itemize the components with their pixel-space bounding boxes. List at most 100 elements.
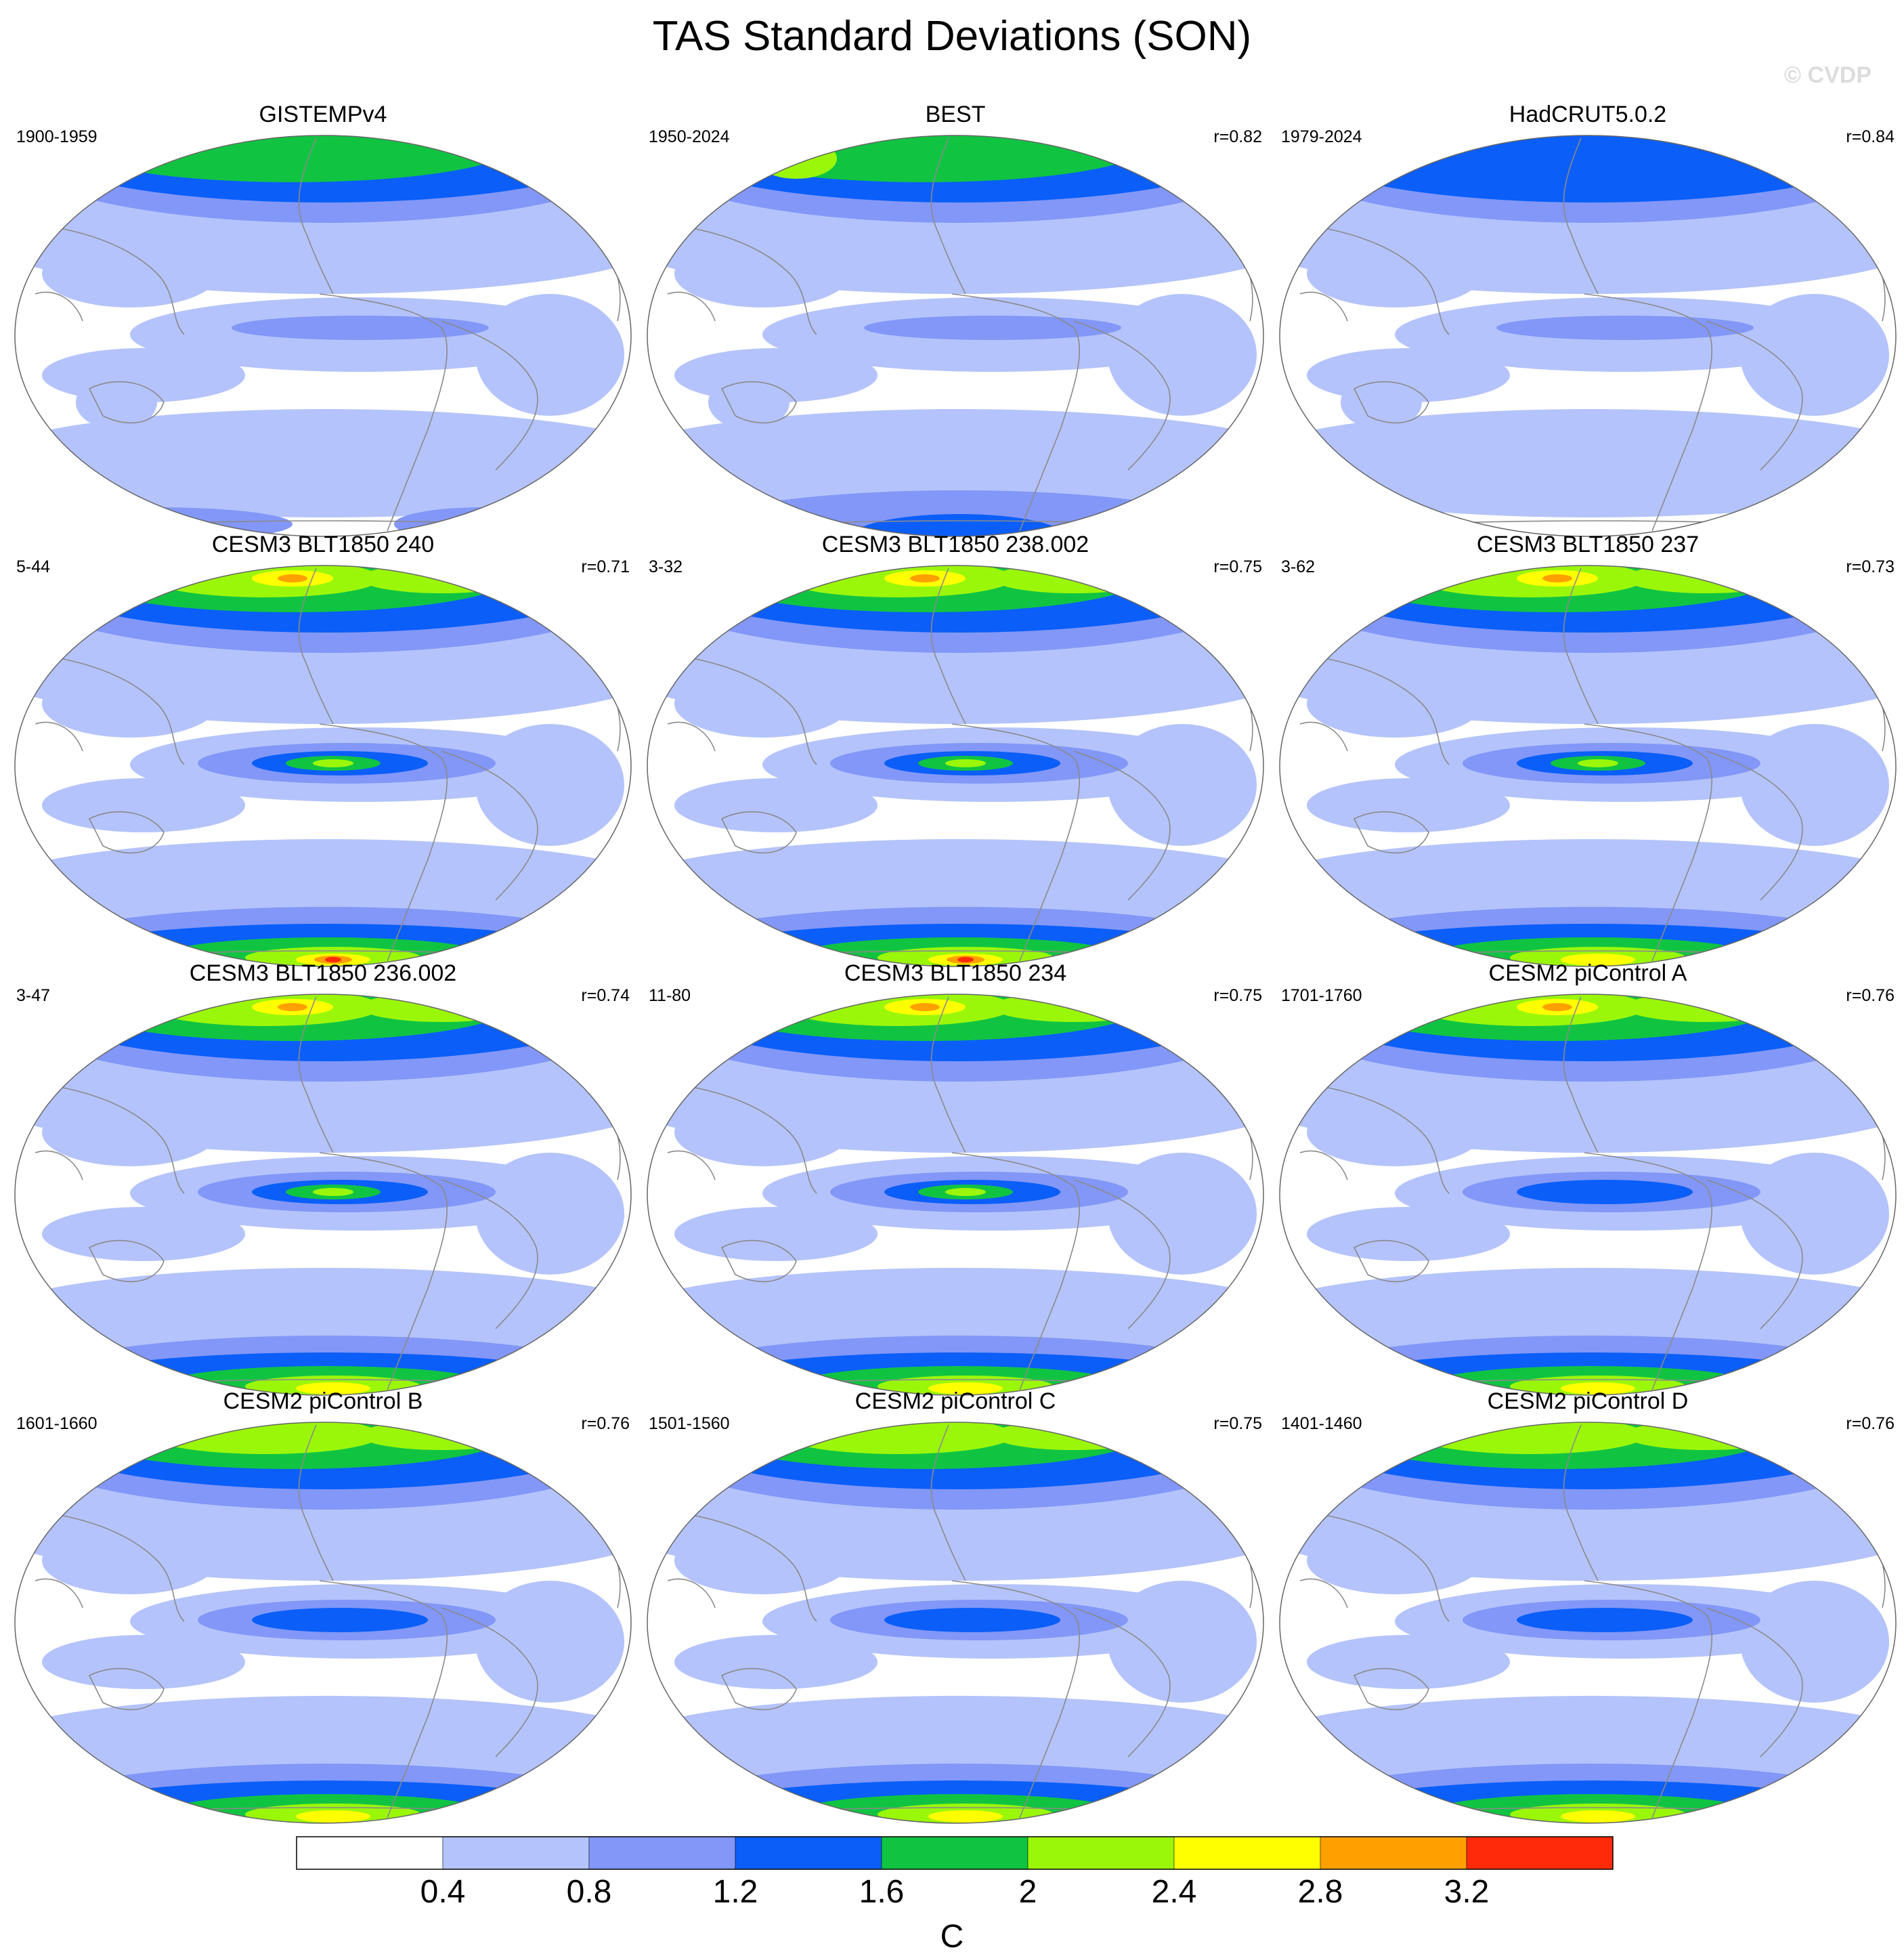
coastline [1073,750,1171,901]
antarctic-yellow [928,1382,1003,1394]
coastline [1299,721,1348,752]
robinson-map [14,135,632,537]
coastline [1313,656,1450,765]
antarctic-yellow [1561,1810,1635,1823]
indian-ocean-band [674,1207,878,1261]
colorbar-tick-label: 2 [1018,1874,1037,1910]
panel-period: 1501-1560 [649,1414,730,1433]
arctic-lime-east [1625,1422,1788,1450]
indian-ocean-band [42,1207,245,1261]
panel-correlation: r=0.71 [581,557,630,576]
map-panel: CESM3 BLT1850 234 11-80 r=0.75 [641,960,1270,1396]
map-panel: CESM2 piControl B 1601-1660 r=0.76 [8,1388,638,1824]
enso-outer [1496,316,1754,340]
robinson-map [1279,565,1897,967]
coastline [720,1239,797,1283]
colorbar-tick-label: 1.6 [859,1874,905,1910]
antarctic-yellow [928,1810,1003,1823]
antarctic-core [850,514,1067,536]
arctic-green [69,135,516,182]
panel-correlation: r=0.76 [1846,986,1895,1005]
robinson-map [647,1422,1264,1824]
antarctic-yellow [1561,1382,1635,1394]
colorbar-swatch [1173,1836,1321,1870]
panel-period: 3-47 [16,986,51,1005]
coastline [1313,1512,1450,1622]
asia-band [674,1099,850,1166]
coastline [951,1152,1081,1390]
coastline [1563,568,1599,725]
map-border [647,135,1264,537]
colorbar-swatch [442,1836,590,1870]
south-america-band [1108,1581,1257,1703]
panel-title: CESM2 piControl D [1487,1388,1689,1414]
antarctic-red [957,957,974,962]
coastline [319,293,448,532]
coastline [1353,1239,1429,1283]
panel-title: BEST [925,102,986,127]
map-border [1279,1422,1897,1824]
panel-period: 1979-2024 [1281,127,1362,146]
map-panel: BEST 1950-2024 r=0.82 [641,102,1270,537]
panel-title: HadCRUT5.0.2 [1509,102,1667,127]
south-america-band [475,294,624,416]
arctic-lime-east [993,994,1155,1022]
robinson-map [14,565,632,967]
coastline [88,1667,165,1711]
robinson-map [14,994,632,1396]
coastline [441,1607,538,1757]
coastline [1073,320,1171,471]
coastline [720,1667,797,1711]
south-america-band [1740,1153,1889,1275]
arctic-lime-east [993,566,1155,593]
sh-midlat-band [647,409,1263,517]
enso-core [252,1608,428,1632]
map-border [1279,135,1897,537]
panel-correlation: r=0.75 [1213,557,1262,576]
colorbar-swatch [881,1836,1029,1870]
colorbar-swatch [588,1836,736,1870]
coastline [441,1179,538,1329]
coastline [680,226,817,335]
map-border [1279,994,1897,1396]
panel-title: GISTEMPv4 [259,102,387,127]
antarctic-yellow [1561,954,1635,966]
australia-patch [708,375,789,429]
robinson-map [14,1422,632,1824]
coastline [930,996,966,1153]
coastline [441,750,538,901]
watermark: © CVDP [1784,62,1871,88]
coastline [1584,1152,1713,1390]
arctic-orange [1542,1003,1572,1011]
panel-period: 3-62 [1281,557,1316,576]
coastline [1353,811,1429,854]
asia-band [674,240,850,307]
colorbar-tick-label: 3.2 [1444,1874,1490,1910]
robinson-map [647,135,1264,537]
indian-ocean-band [42,1635,245,1689]
south-america-band [1108,1153,1257,1275]
coastline [1353,381,1429,424]
coastline [951,723,1081,962]
colorbar-swatch [296,1836,443,1870]
panel-correlation: r=0.74 [581,986,630,1005]
enso-core [1517,1608,1693,1632]
colorbar-swatch [1466,1836,1614,1870]
coastline [35,1150,83,1180]
south-america-band [475,1581,624,1703]
enso-max [945,1188,986,1196]
map-panel: GISTEMPv4 1900-1959 [8,102,638,537]
robinson-map [1279,994,1897,1396]
panel-title: CESM2 piControl A [1488,960,1687,986]
panel-period: 1401-1460 [1281,1414,1362,1433]
map-panel: CESM3 BLT1850 236.002 3-47 r=0.74 [8,960,638,1396]
coastline [1073,1179,1171,1329]
panel-period: 1900-1959 [16,127,98,146]
asia-band [42,1527,218,1594]
indian-ocean-band [1307,1635,1510,1689]
colorbar-tick-label: 2.8 [1297,1874,1343,1910]
coastline [1313,1084,1450,1194]
antarctic-yellow [296,1382,370,1394]
coastline [720,381,797,424]
coastline [319,1152,448,1390]
